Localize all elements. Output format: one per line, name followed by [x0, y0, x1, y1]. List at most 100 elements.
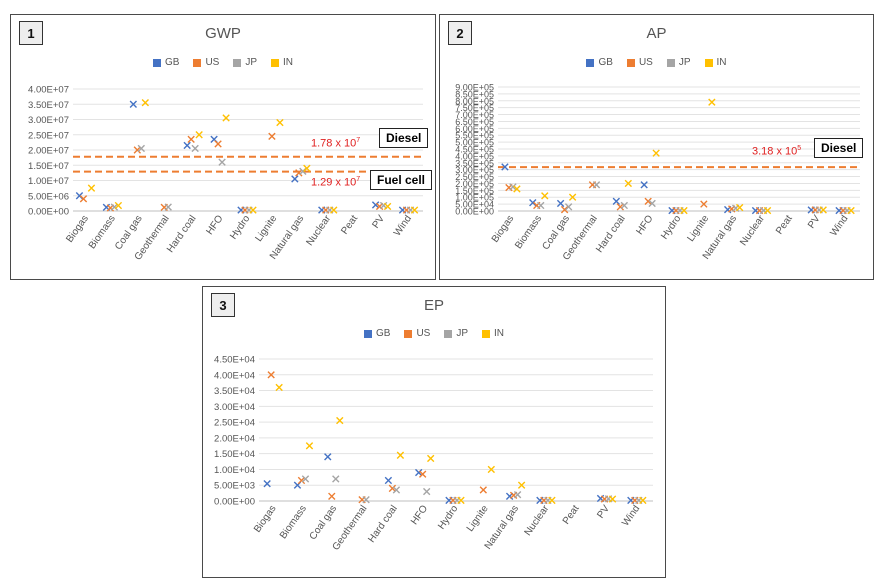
marker-stroke	[541, 192, 549, 200]
y-tick-label: 3.00E+07	[28, 115, 69, 126]
marker-stroke	[328, 492, 336, 500]
data-point-us	[418, 470, 427, 478]
panel-number: 2	[448, 21, 472, 45]
x-tick-label: Wind	[828, 213, 850, 238]
y-tick-label: 2.00E+05	[455, 179, 494, 189]
marker-stroke	[652, 149, 660, 157]
marker-stroke	[648, 199, 656, 208]
data-point-in	[708, 98, 716, 106]
marker-stroke	[187, 135, 195, 144]
chart-plot: 0.00E+00 5.00E+03 1.00E+04 1.50E+04 2.00E+04…	[214, 355, 653, 553]
legend-item-in: IN	[704, 57, 727, 68]
marker-stroke	[79, 195, 88, 203]
y-tick-label: 1.50E+07	[28, 161, 69, 172]
y-tick-label: 0.00E+00	[214, 497, 255, 508]
x-tick-label: Wind	[392, 213, 414, 238]
data-point-gb	[291, 175, 299, 183]
y-tick-label: 8.50E+05	[455, 89, 494, 99]
legend-item-in: IN	[482, 328, 504, 339]
data-point-in	[330, 206, 338, 214]
data-point-jp	[362, 496, 370, 504]
x-tick-label: Nuclear	[523, 503, 552, 538]
data-point-jp	[332, 475, 340, 483]
marker-stroke	[457, 496, 465, 505]
y-tick-label: 5.00E+06	[28, 191, 69, 202]
marker-stroke	[222, 114, 230, 122]
marker-stroke	[87, 184, 96, 192]
legend-item-gb: GB	[152, 57, 179, 68]
data-point-us	[388, 484, 397, 493]
chart-title: AP	[646, 25, 667, 42]
x-tick-label: Peat	[774, 213, 795, 236]
data-point-jp	[218, 158, 226, 166]
marker-stroke	[267, 371, 275, 379]
y-tick-label: 5.00E+03	[214, 481, 255, 492]
marker-stroke	[501, 163, 509, 171]
marker-stroke	[410, 206, 419, 214]
data-point-in	[457, 496, 465, 505]
y-tick-label: 1.00E+05	[455, 193, 494, 203]
marker-stroke	[537, 201, 545, 210]
data-point-in	[819, 206, 827, 214]
legend-swatch-in	[271, 58, 280, 67]
y-tick-label: 4.50E+04	[214, 355, 255, 366]
legend-label: IN	[494, 328, 505, 339]
legend-item-gb: GB	[363, 328, 390, 339]
legend-label: GB	[598, 57, 613, 68]
y-tick-label: 5.00E+04	[455, 200, 494, 210]
legend-item-jp: JP	[233, 57, 257, 68]
marker-stroke	[324, 453, 332, 461]
marker-stroke	[680, 206, 688, 215]
legend-item-gb: GB	[586, 57, 613, 68]
data-point-jp	[648, 199, 656, 208]
marker-stroke	[191, 144, 199, 153]
data-point-in	[763, 206, 772, 215]
marker-stroke	[301, 475, 310, 483]
y-tick-label: 4.00E+04	[214, 370, 255, 381]
chart-legend: GB US JP IN	[11, 57, 435, 68]
y-tick-label: 5.50E+05	[455, 131, 494, 141]
marker-stroke	[556, 199, 565, 208]
chart-title: EP	[423, 297, 444, 314]
legend-swatch-us	[626, 58, 635, 67]
reference-box-diesel: Diesel	[379, 128, 429, 148]
marker-stroke	[708, 98, 716, 106]
marker-stroke	[640, 181, 648, 189]
legend-item-in: IN	[271, 57, 293, 68]
marker-stroke	[763, 206, 772, 215]
y-tick-label: 5.00E+05	[455, 138, 494, 148]
marker-stroke	[384, 476, 393, 485]
data-point-in	[624, 179, 633, 188]
data-point-us	[187, 135, 195, 144]
y-tick-label: 4.50E+05	[455, 145, 494, 155]
legend-label: JP	[456, 328, 469, 339]
y-tick-label: 3.00E+05	[455, 165, 494, 175]
x-tick-label: PV	[370, 213, 387, 231]
marker-stroke	[568, 193, 577, 201]
legend-swatch-gb	[586, 58, 595, 67]
marker-stroke	[548, 496, 556, 505]
data-point-in	[275, 383, 283, 392]
data-point-in	[396, 451, 405, 459]
marker-stroke	[422, 487, 431, 496]
marker-stroke	[268, 132, 276, 140]
marker-stroke	[509, 183, 517, 191]
legend-swatch-in	[704, 58, 713, 67]
legend-label: IN	[283, 57, 294, 68]
data-point-in	[541, 192, 549, 200]
x-tick-label: PV	[595, 503, 612, 521]
y-tick-label: 3.50E+05	[455, 158, 494, 168]
x-tick-label: Hydro	[659, 213, 684, 242]
marker-stroke	[426, 454, 435, 463]
marker-stroke	[392, 486, 401, 494]
data-point-us	[479, 486, 488, 494]
reference-label-diesel: 1.78 x 107	[311, 137, 361, 150]
legend-item-us: US	[404, 328, 430, 339]
legend-label: JP	[678, 57, 691, 68]
marker-stroke	[332, 475, 340, 483]
marker-stroke	[517, 481, 526, 489]
data-point-in	[639, 496, 647, 505]
data-point-jp	[137, 144, 146, 153]
data-point-in	[608, 495, 617, 503]
marker-stroke	[141, 99, 150, 107]
